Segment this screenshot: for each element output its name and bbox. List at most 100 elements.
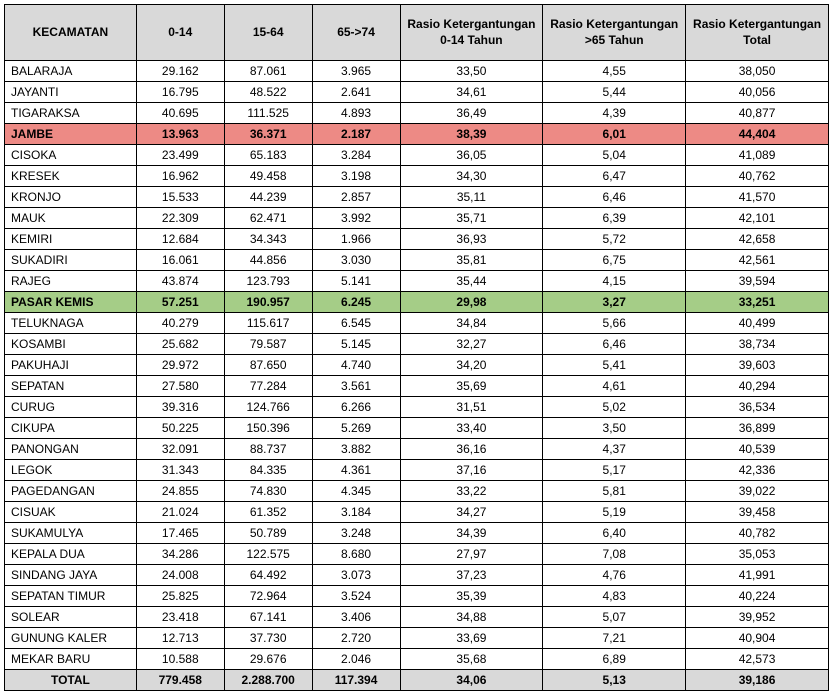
value-cell: 115.617 [224,313,312,334]
total-value: 34,06 [400,670,543,691]
table-row: SEPATAN27.58077.2843.56135,694,6140,294 [5,376,829,397]
table-row: MAUK22.30962.4713.99235,716,3942,101 [5,208,829,229]
value-cell: 39,594 [686,271,829,292]
value-cell: 3.248 [312,523,400,544]
table-row: SOLEAR23.41867.1413.40634,885,0739,952 [5,607,829,628]
value-cell: 3.965 [312,61,400,82]
value-cell: 21.024 [136,502,224,523]
value-cell: 50.789 [224,523,312,544]
kecamatan-cell: KRONJO [5,187,137,208]
value-cell: 42,658 [686,229,829,250]
value-cell: 39,458 [686,502,829,523]
value-cell: 3.184 [312,502,400,523]
value-cell: 67.141 [224,607,312,628]
header-cell-2: 15-64 [224,5,312,61]
table-row: PANONGAN32.09188.7373.88236,164,3740,539 [5,439,829,460]
value-cell: 6,75 [543,250,686,271]
value-cell: 27,97 [400,544,543,565]
value-cell: 3.198 [312,166,400,187]
value-cell: 33,50 [400,61,543,82]
value-cell: 39.316 [136,397,224,418]
value-cell: 64.492 [224,565,312,586]
value-cell: 5,66 [543,313,686,334]
value-cell: 35,11 [400,187,543,208]
kecamatan-cell: SUKAMULYA [5,523,137,544]
value-cell: 5.269 [312,418,400,439]
value-cell: 34.343 [224,229,312,250]
value-cell: 34,20 [400,355,543,376]
table-row: CURUG39.316124.7666.26631,515,0236,534 [5,397,829,418]
header-cell-1: 0-14 [136,5,224,61]
value-cell: 150.396 [224,418,312,439]
table-row: SUKAMULYA17.46550.7893.24834,396,4040,78… [5,523,829,544]
kecamatan-cell: PAKUHAJI [5,355,137,376]
value-cell: 34,27 [400,502,543,523]
value-cell: 36.371 [224,124,312,145]
table-row: PAGEDANGAN24.85574.8304.34533,225,8139,0… [5,481,829,502]
value-cell: 40,877 [686,103,829,124]
value-cell: 7,21 [543,628,686,649]
value-cell: 36,49 [400,103,543,124]
kecamatan-cell: BALARAJA [5,61,137,82]
header-cell-6: Rasio Ketergantungan Total [686,5,829,61]
value-cell: 12.684 [136,229,224,250]
value-cell: 4.361 [312,460,400,481]
value-cell: 5.141 [312,271,400,292]
value-cell: 37,16 [400,460,543,481]
value-cell: 6,01 [543,124,686,145]
table-row: CIKUPA50.225150.3965.26933,403,5036,899 [5,418,829,439]
value-cell: 6,89 [543,649,686,670]
value-cell: 2.720 [312,628,400,649]
kecamatan-cell: KEMIRI [5,229,137,250]
kecamatan-cell: MEKAR BARU [5,649,137,670]
table-row: TIGARAKSA40.695111.5254.89336,494,3940,8… [5,103,829,124]
value-cell: 24.008 [136,565,224,586]
value-cell: 29.972 [136,355,224,376]
value-cell: 33,69 [400,628,543,649]
value-cell: 4,83 [543,586,686,607]
kecamatan-cell: CISUAK [5,502,137,523]
value-cell: 6,39 [543,208,686,229]
value-cell: 36,899 [686,418,829,439]
value-cell: 88.737 [224,439,312,460]
table-row: CISOKA23.49965.1833.28436,055,0441,089 [5,145,829,166]
kecamatan-cell: SEPATAN [5,376,137,397]
table-row: KOSAMBI25.68279.5875.14532,276,4638,734 [5,334,829,355]
value-cell: 3.524 [312,586,400,607]
table-header: KECAMATAN0-1415-6465->74Rasio Ketergantu… [5,5,829,61]
value-cell: 6,46 [543,334,686,355]
value-cell: 13.963 [136,124,224,145]
value-cell: 34,30 [400,166,543,187]
value-cell: 74.830 [224,481,312,502]
value-cell: 12.713 [136,628,224,649]
kecamatan-cell: TELUKNAGA [5,313,137,334]
value-cell: 33,22 [400,481,543,502]
value-cell: 61.352 [224,502,312,523]
value-cell: 2.046 [312,649,400,670]
value-cell: 36,93 [400,229,543,250]
table-row: LEGOK31.34384.3354.36137,165,1742,336 [5,460,829,481]
table-row: KRONJO15.53344.2392.85735,116,4641,570 [5,187,829,208]
value-cell: 79.587 [224,334,312,355]
dependency-ratio-table: KECAMATAN0-1415-6465->74Rasio Ketergantu… [4,4,829,691]
table-row: SEPATAN TIMUR25.82572.9643.52435,394,834… [5,586,829,607]
value-cell: 5,19 [543,502,686,523]
table-row: CISUAK21.02461.3523.18434,275,1939,458 [5,502,829,523]
value-cell: 39,022 [686,481,829,502]
total-value: 39,186 [686,670,829,691]
value-cell: 29.676 [224,649,312,670]
header-cell-3: 65->74 [312,5,400,61]
table-row: JAMBE13.96336.3712.18738,396,0144,404 [5,124,829,145]
value-cell: 36,16 [400,439,543,460]
value-cell: 41,089 [686,145,829,166]
value-cell: 87.650 [224,355,312,376]
kecamatan-cell: KOSAMBI [5,334,137,355]
value-cell: 38,050 [686,61,829,82]
value-cell: 3.030 [312,250,400,271]
header-cell-5: Rasio Ketergantungan >65 Tahun [543,5,686,61]
value-cell: 6.266 [312,397,400,418]
value-cell: 36,05 [400,145,543,166]
value-cell: 40.279 [136,313,224,334]
table-row: SINDANG JAYA24.00864.4923.07337,234,7641… [5,565,829,586]
value-cell: 33,40 [400,418,543,439]
